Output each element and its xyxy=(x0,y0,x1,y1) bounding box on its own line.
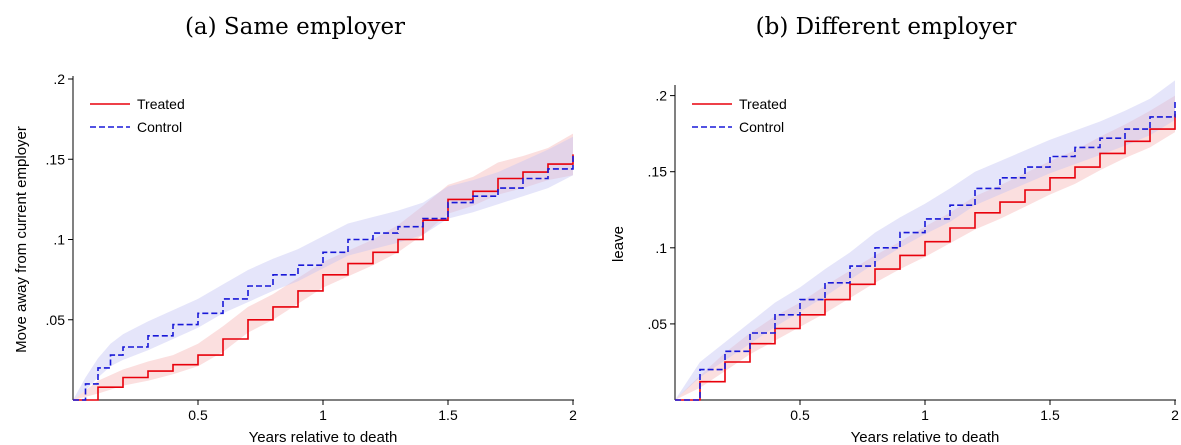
y-axis-title: leave xyxy=(610,226,627,262)
series-line-treated xyxy=(675,113,1176,401)
y-tick-label: .1 xyxy=(53,232,65,248)
y-tick-label: .05 xyxy=(46,312,66,328)
series-line-treated xyxy=(73,154,574,401)
chart-svg: 0.5 1 1.5 2 .05 .1 .15 .2 Years relative to deat… xyxy=(610,80,1179,445)
x-tick-label: 0.5 xyxy=(188,407,208,423)
legend-label-treated: Treated xyxy=(739,96,787,112)
x-tick-label: 1.5 xyxy=(1040,407,1060,423)
chart-title: (a) Same employer xyxy=(184,14,406,40)
y-tick-label: .15 xyxy=(46,151,66,167)
y-axis-title: Move away from current employer xyxy=(13,126,30,353)
x-axis-title: Years relative to death xyxy=(249,429,398,445)
x-tick-label: 1 xyxy=(319,407,327,423)
y-tick-label: .15 xyxy=(648,164,668,180)
x-tick-label: 2 xyxy=(1171,407,1179,423)
chart-svg: 0.5 1 1.5 2 .05 .1 .15 .2 Years relative to deat… xyxy=(13,71,577,445)
y-tick-label: .1 xyxy=(655,240,667,256)
chart-panel-same-employer: (a) Same employer 0.5 1 1.5 2 .05 .1 .15 .2 Year… xyxy=(0,0,590,445)
legend-label-control: Control xyxy=(739,119,784,135)
y-tick-label: .2 xyxy=(53,71,65,87)
legend-label-treated: Treated xyxy=(137,96,185,112)
x-axis-title: Years relative to death xyxy=(851,429,1000,445)
x-tick-label: 2 xyxy=(569,407,577,423)
series-line-control xyxy=(675,100,1176,401)
y-tick-label: .2 xyxy=(655,88,667,104)
legend-label-control: Control xyxy=(137,119,182,135)
x-tick-label: 0.5 xyxy=(790,407,810,423)
chart-panel-different-employer: (b) Different employer 0.5 1 1.5 2 .05 .1 .15.… xyxy=(591,0,1181,445)
chart-title: (b) Different employer xyxy=(755,14,1017,40)
y-tick-label: .05 xyxy=(648,316,668,332)
x-tick-label: 1 xyxy=(921,407,929,423)
x-tick-label: 1.5 xyxy=(438,407,458,423)
